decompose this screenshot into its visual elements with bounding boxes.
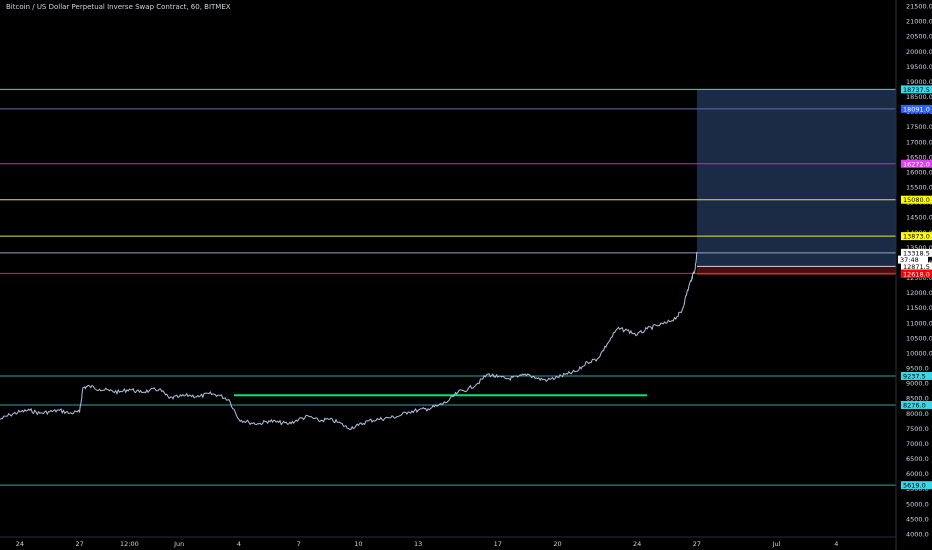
level-price-label-6[interactable]: 12871.5 [901,262,932,271]
time-tick-label: Jul [772,540,781,548]
countdown-bg [898,255,928,264]
position-box-layer [696,89,896,274]
time-tick-label: 4 [834,540,838,548]
price-tick-label: 4500.0 [906,515,929,523]
price-tick-label: 6500.0 [906,455,929,463]
level-label-bg [901,400,932,409]
time-tick-label: 27 [693,540,701,548]
level-label-text: 13873.0 [903,233,930,241]
price-tick-label: 8000.0 [906,410,929,418]
level-label-text: 8276.0 [903,401,926,409]
level-label-text: 18091.0 [903,105,930,113]
price-tick-label: 19500.0 [906,63,932,71]
level-labels-layer: 18737.5 18091.0 16272.0 15080.0 13873.0 13318… [898,85,932,490]
price-tick-label: 9000.0 [906,380,929,388]
price-tick-label: 21500.0 [906,3,932,11]
level-label-bg [901,481,932,490]
price-tick-label: 5500.0 [906,485,929,493]
price-tick-label: 15500.0 [906,184,932,192]
price-tick-label: 10000.0 [906,349,932,357]
price-tick-label: 20500.0 [906,33,932,41]
level-price-label-4[interactable]: 13873.0 [901,232,932,241]
level-price-label-8[interactable]: 12618.0 [901,269,932,279]
price-tick-label: 20000.0 [906,48,932,56]
price-tick-label: 12000.0 [906,289,932,297]
level-price-label-3[interactable]: 15080.0 [901,195,932,205]
price-tick-label: 13500.0 [906,244,932,252]
level-label-bg [901,262,932,271]
price-tick-label: 6000.0 [906,470,929,478]
price-tick-label: 18500.0 [906,93,932,101]
time-tick-label: 20 [553,540,561,548]
price-tick-label: 19000.0 [906,78,932,86]
level-label-text: 15080.0 [903,196,930,204]
countdown-text: 37:48 [900,256,919,264]
horizontal-levels-layer [0,88,896,486]
level-label-bg [901,159,932,168]
level-label-text: 12871.5 [903,263,930,271]
level-price-label-1[interactable]: 18091.0 [901,104,932,114]
bar-countdown-label: 37:48 [898,255,928,264]
level-label-bg [901,269,932,278]
level-price-label-5[interactable]: 13318.5 [901,248,932,258]
position-profit-zone[interactable] [696,89,896,267]
price-tick-label: 7500.0 [906,425,929,433]
level-label-bg [901,232,932,241]
level-label-text: 12618.0 [903,270,930,278]
level-label-bg [901,371,932,380]
level-label-bg [901,195,932,204]
position-loss-zone[interactable] [696,266,896,274]
level-label-text: 13318.5 [903,249,930,257]
time-tick-label: 17 [494,540,502,548]
time-tick-label: 10 [354,540,362,548]
level-price-label-0[interactable]: 18737.5 [901,85,932,94]
level-label-text: 9237.5 [903,372,926,380]
price-tick-label: 8500.0 [906,395,929,403]
level-label-bg [901,104,932,113]
time-axis[interactable]: 24 27 12:00 Jun 4 7 10 13 17 20 24 27 Jul 4 [0,536,896,548]
price-tick-label: 10500.0 [906,334,932,342]
time-tick-label: 24 [633,540,641,548]
level-label-bg [901,248,932,257]
time-tick-label: 27 [76,540,84,548]
price-tick-label: 5000.0 [906,500,929,508]
time-tick-label: 4 [237,540,241,548]
time-tick-label: 12:00 [120,540,139,548]
time-tick-label: 13 [414,540,422,548]
level-price-label-9[interactable]: 9237.5 [901,371,932,381]
level-price-label-10[interactable]: 8276.0 [901,400,932,410]
level-price-label-2[interactable]: 16272.0 [901,159,932,169]
price-tick-label: 17000.0 [906,138,932,146]
level-label-bg [901,85,932,94]
price-series-0 [0,251,698,431]
price-tick-label: 16500.0 [906,153,932,161]
price-tick-label: 14500.0 [906,214,932,222]
price-series-layer [0,251,698,431]
level-label-text: 5619.0 [903,482,926,490]
chart-title: Bitcoin / US Dollar Perpetual Inverse Sw… [6,3,231,11]
price-tick-label: 9500.0 [906,365,929,373]
price-tick-label: 17500.0 [906,123,932,131]
price-tick-label: 12500.0 [906,274,932,282]
price-tick-label: 4000.0 [906,530,929,538]
time-tick-label: 24 [16,540,24,548]
level-label-text: 16272.0 [903,160,930,168]
price-tick-label: 16000.0 [906,168,932,176]
time-tick-label: 7 [297,540,301,548]
price-tick-label: 21000.0 [906,18,932,26]
time-tick-label: Jun [173,540,184,548]
price-tick-label: 11000.0 [906,319,932,327]
price-tick-label: 7000.0 [906,440,929,448]
level-price-label-11[interactable]: 5619.0 [901,481,932,490]
price-tick-label: 11500.0 [906,304,932,312]
level-label-text: 18737.5 [903,86,930,94]
